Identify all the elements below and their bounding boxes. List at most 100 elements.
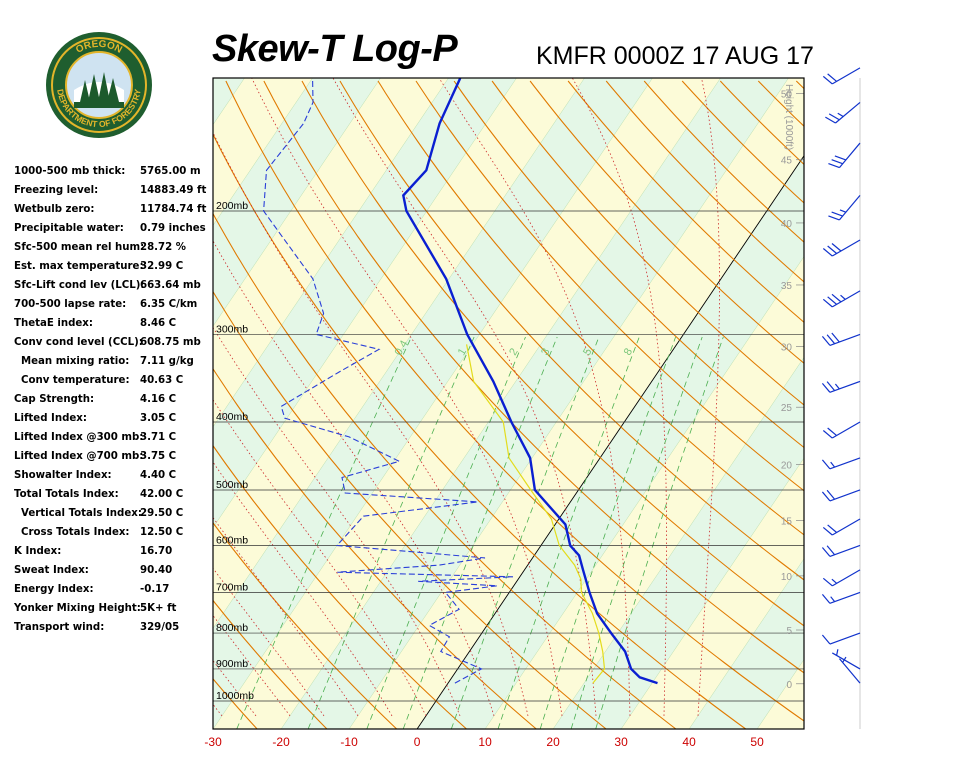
dry-adiabat [795, 80, 804, 90]
wind-barbs [821, 67, 861, 729]
dry-adiabat [643, 80, 804, 243]
temperature-band [213, 78, 721, 729]
index-value: 16.70 [140, 546, 173, 557]
x-tick-label: -20 [272, 735, 290, 749]
barb-flag [821, 336, 831, 346]
isotherm-line [280, 78, 721, 729]
mixing-ratio-line [539, 336, 676, 729]
moist-adiabat [213, 660, 257, 717]
dry-adiabat [377, 80, 804, 536]
dry-adiabat [213, 212, 677, 729]
barb-flag [827, 524, 838, 533]
pressure-label: 400mb [216, 411, 248, 423]
barb-staff [838, 658, 861, 684]
pressure-label: 300mb [216, 323, 248, 335]
wind-barb [828, 142, 861, 169]
index-label: Freezing level: [14, 185, 99, 196]
isotherm-line [213, 78, 585, 629]
barb-staff [838, 194, 861, 221]
dewpoint-trace [263, 78, 514, 684]
barb-half-flag [834, 383, 840, 390]
index-value: 90.40 [140, 565, 173, 576]
mixing-ratio-label: 2 [507, 346, 520, 357]
mixing-ratio-label: 3 [539, 346, 552, 357]
isotherm-line [620, 457, 804, 729]
height-tick-label: 5 [786, 626, 792, 637]
barb-staff [829, 489, 861, 502]
mixing-ratio-line [570, 336, 703, 729]
index-label: 700-500 lapse rate: [14, 299, 127, 310]
height-tick-label: 45 [781, 156, 793, 167]
barb-staff [829, 591, 861, 604]
index-label: Lifted Index: [14, 413, 87, 424]
mixing-ratio-line [236, 336, 412, 729]
index-value: 29.50 C [140, 508, 184, 519]
dry-adiabat [263, 80, 804, 674]
dry-adiabat [491, 80, 804, 406]
index-value: 3.75 C [140, 451, 177, 462]
adiabat-lines [213, 78, 960, 729]
height-tick-label: 35 [781, 281, 793, 292]
index-label: Showalter Index: [14, 470, 112, 481]
index-label: Total Totals Index: [14, 489, 119, 500]
chart-title: Skew-T Log-P [212, 28, 458, 70]
barb-staff [838, 142, 861, 168]
dry-adiabat [301, 80, 804, 627]
barb-staff [831, 421, 861, 439]
isotherm-line [213, 78, 313, 226]
height-tick-label: 30 [781, 342, 793, 353]
dry-adiabat [605, 80, 804, 283]
index-value: 11784.74 ft [140, 204, 207, 215]
index-value: 3.71 C [140, 432, 177, 443]
barb-half-flag [830, 596, 836, 603]
index-value: 14883.49 ft [140, 185, 207, 196]
dry-adiabat [872, 81, 960, 729]
index-value: 5K+ ft [140, 603, 177, 614]
barb-flag [821, 491, 831, 502]
isotherm-line [552, 356, 804, 729]
index-value: 32.99 C [140, 261, 184, 272]
x-tick-label: 30 [614, 735, 628, 749]
barb-flag [828, 215, 840, 221]
isotherm-line [213, 78, 449, 428]
pressure-label: 900mb [216, 658, 248, 670]
dry-adiabat [529, 80, 804, 364]
index-value: 4.40 C [140, 470, 177, 481]
index-label: Conv cond level (CCL): [14, 337, 143, 348]
barb-staff [831, 290, 861, 308]
temperature-band [0, 78, 41, 729]
barb-flag [831, 332, 840, 343]
index-label: Vertical Totals Index: [21, 508, 142, 519]
barb-staff [831, 652, 861, 670]
barb-flag [822, 527, 833, 536]
barb-flag [831, 243, 842, 252]
barb-flag [822, 248, 833, 257]
isotherm-line [213, 78, 381, 327]
isobar-lines [213, 210, 804, 702]
x-tick-label: -30 [204, 735, 222, 749]
isotherm-line [0, 78, 41, 729]
wind-barb [821, 632, 861, 645]
height-tick-label: 40 [781, 219, 793, 230]
isotherm-line [0, 78, 109, 729]
mixing-ratio-label: 8 [622, 346, 635, 357]
moist-adiabat [332, 78, 597, 716]
dry-adiabat [213, 521, 398, 729]
plot-frame [212, 77, 805, 730]
barb-flag [822, 298, 833, 308]
wind-barb [822, 290, 861, 308]
index-label: Est. max temperature: [14, 261, 144, 272]
isotherm-line [348, 78, 789, 729]
barb-flag [826, 545, 836, 556]
index-label: Wetbulb zero: [14, 204, 95, 215]
index-value: 28.72 % [140, 242, 186, 253]
barb-half-flag [837, 112, 844, 118]
barb-flag [827, 296, 838, 305]
pressure-label: 800mb [216, 622, 248, 634]
dry-adiabat [910, 81, 960, 729]
barb-flag [822, 75, 833, 85]
temperature-trace [402, 78, 658, 685]
moist-adiabat [213, 326, 461, 717]
index-value: 0.79 inches [140, 223, 206, 234]
moist-adiabat [251, 78, 563, 716]
